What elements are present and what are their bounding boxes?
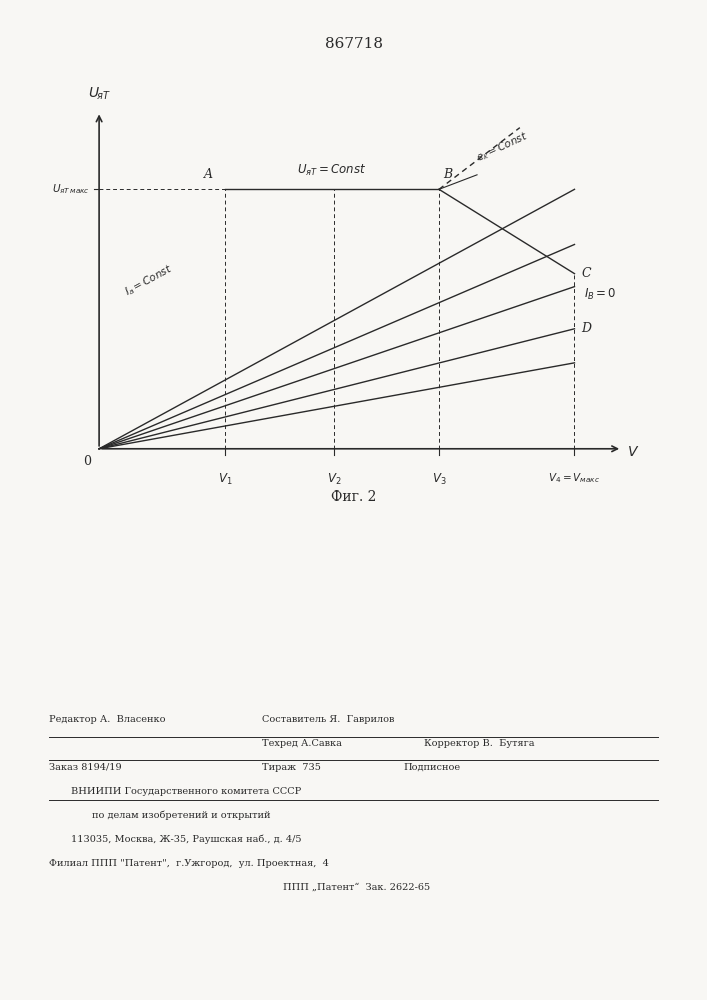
Text: $V_1$: $V_1$ bbox=[218, 471, 233, 487]
Text: Техред А.Савка: Техред А.Савка bbox=[262, 739, 341, 748]
Text: 867718: 867718 bbox=[325, 37, 382, 51]
Text: ВНИИПИ Государственного комитета СССР: ВНИИПИ Государственного комитета СССР bbox=[71, 787, 301, 796]
Text: Составитель Я.  Гаврилов: Составитель Я. Гаврилов bbox=[262, 715, 394, 724]
Text: Редактор А.  Власенко: Редактор А. Власенко bbox=[49, 715, 166, 724]
Text: Тираж  735: Тираж 735 bbox=[262, 763, 320, 772]
Text: $I_B{=}0$: $I_B{=}0$ bbox=[584, 287, 617, 302]
Text: ППП „Патент“  Зак. 2622-65: ППП „Патент“ Зак. 2622-65 bbox=[283, 883, 430, 892]
Text: A: A bbox=[204, 168, 214, 181]
Text: 113035, Москва, Ж-35, Раушская наб., д. 4/5: 113035, Москва, Ж-35, Раушская наб., д. … bbox=[71, 835, 301, 844]
Text: $V$: $V$ bbox=[627, 445, 639, 459]
Text: $U_{\!яТ}$: $U_{\!яТ}$ bbox=[88, 85, 110, 102]
Text: $U_{яТ}{=}Const$: $U_{яТ}{=}Const$ bbox=[298, 163, 367, 178]
Text: Фиг. 2: Фиг. 2 bbox=[331, 490, 376, 504]
Text: Корректор В.  Бутяга: Корректор В. Бутяга bbox=[424, 739, 534, 748]
Text: Филиал ППП "Патент",  г.Ужгород,  ул. Проектная,  4: Филиал ППП "Патент", г.Ужгород, ул. Прое… bbox=[49, 859, 329, 868]
Text: C: C bbox=[582, 267, 591, 280]
Text: $U_{яТ\,макс}$: $U_{яТ\,макс}$ bbox=[52, 182, 90, 196]
Text: $I_a{=}Const$: $I_a{=}Const$ bbox=[123, 262, 175, 299]
Text: D: D bbox=[582, 322, 592, 335]
Text: $V_2$: $V_2$ bbox=[327, 471, 341, 487]
Text: B: B bbox=[443, 168, 452, 181]
Text: Заказ 8194/19: Заказ 8194/19 bbox=[49, 763, 122, 772]
Text: $V_4{=}V_{макс}$: $V_4{=}V_{макс}$ bbox=[549, 471, 600, 485]
Text: по делам изобретений и открытий: по делам изобретений и открытий bbox=[92, 811, 270, 820]
Text: Подписное: Подписное bbox=[403, 763, 460, 772]
Text: $V_3$: $V_3$ bbox=[432, 471, 446, 487]
Text: 0: 0 bbox=[83, 455, 91, 468]
Text: $e_k{=}Const$: $e_k{=}Const$ bbox=[474, 129, 531, 165]
